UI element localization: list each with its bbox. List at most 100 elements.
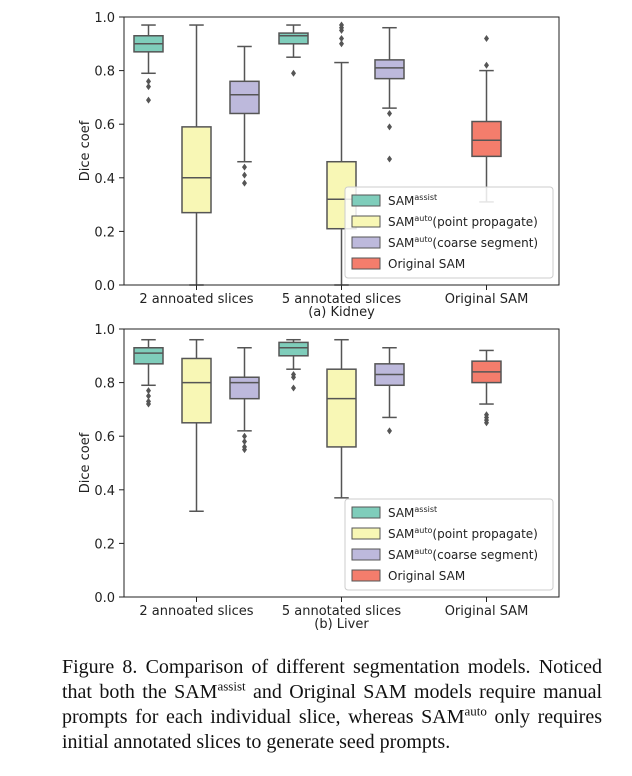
caption-sup-auto: auto (464, 703, 487, 719)
legend-label-text: Original SAM (388, 257, 465, 271)
legend-label-text: (point propagate) (432, 527, 537, 541)
outlier-point (146, 387, 151, 395)
y-tick-label: 0.8 (94, 65, 115, 80)
outlier-point (339, 40, 344, 48)
legend-label-text: (point propagate) (432, 215, 537, 229)
x-tick-label: 2 annoated slices (139, 292, 253, 307)
box-plot (229, 347, 260, 454)
caption-part1: Comparison of different segmentation mod… (62, 656, 603, 703)
outlier-point (242, 446, 247, 454)
box-iqr (133, 347, 164, 365)
legend-label: SAMassist (388, 193, 437, 208)
box-plot (133, 338, 164, 408)
legend-swatch (351, 569, 381, 582)
box-iqr (181, 357, 212, 424)
box-plot (181, 24, 212, 286)
box-plot (471, 349, 502, 427)
legend-label-base: SAM (388, 506, 414, 520)
outlier-point (484, 61, 489, 69)
y-tick-label: 0.6 (94, 430, 115, 445)
box-plot (181, 338, 212, 512)
legend-label-sup: auto (414, 547, 432, 556)
outlier-point (146, 392, 151, 400)
box-iqr (278, 32, 309, 45)
legend-label: SAMauto(point propagate) (388, 526, 538, 541)
outlier-point (484, 34, 489, 42)
outlier-point (291, 69, 296, 77)
outlier-point (242, 163, 247, 171)
outlier-point (339, 26, 344, 34)
box-iqr (229, 80, 260, 115)
legend-label-base: SAM (388, 236, 414, 250)
kidney-chart-panel: 0.0 0.2 0.4 0.6 0.8 1.0 Dice coef 2 annoated sl… (78, 11, 560, 320)
caption-part3: only requires initial annotated slices t… (62, 706, 602, 753)
box-iqr (278, 341, 309, 357)
legend-label-text: (coarse segment) (432, 548, 538, 562)
legend-label-base: SAM (388, 194, 414, 208)
outlier-point (242, 171, 247, 179)
box-iqr (471, 120, 502, 158)
legend-label-sup: auto (414, 235, 432, 244)
y-tick-label: 0.8 (94, 377, 115, 392)
outlier-point (291, 384, 296, 392)
legend-swatch (351, 194, 381, 207)
legend-label: SAMassist (388, 505, 437, 520)
legend-label: SAMauto(coarse segment) (388, 547, 538, 562)
outlier-point (291, 373, 296, 381)
legend-label-sup: assist (414, 505, 437, 514)
x-tick-label: Original SAM (445, 604, 529, 619)
x-tick-label: 2 annoated slices (139, 604, 253, 619)
legend-swatch (351, 548, 381, 561)
legend-label: SAMauto(coarse segment) (388, 235, 538, 250)
legend-label-sup: auto (414, 214, 432, 223)
legend-label-text: Original SAM (388, 569, 465, 583)
y-tick-label: 0.6 (94, 118, 115, 133)
legend-label-sup: assist (414, 193, 437, 202)
chart-title: (b) Liver (314, 617, 369, 632)
outlier-point (387, 427, 392, 435)
legend-swatch (351, 215, 381, 228)
legend-frame (344, 498, 554, 591)
legend-swatch (351, 506, 381, 519)
outlier-point (484, 419, 489, 427)
outlier-point (146, 77, 151, 85)
box-plot (471, 34, 502, 203)
legend-label: Original SAM (388, 569, 465, 583)
outlier-point (146, 83, 151, 91)
outlier-point (146, 96, 151, 104)
figure-caption: Figure 8. Comparison of different segmen… (62, 655, 602, 755)
axes-frame (123, 328, 560, 598)
y-tick-label: 0.4 (94, 172, 115, 187)
legend-label-base: SAM (388, 548, 414, 562)
legend-frame (344, 186, 554, 279)
caption-sup-assist: assist (217, 678, 246, 694)
legend-swatch (351, 527, 381, 540)
box-plot (326, 338, 357, 499)
outlier-point (387, 155, 392, 163)
legend-swatch (351, 257, 381, 270)
axes-frame (123, 16, 560, 286)
box-iqr (326, 368, 357, 448)
outlier-point (242, 179, 247, 187)
y-tick-label: 0.0 (94, 591, 115, 606)
legend-label-base: SAM (388, 527, 414, 541)
box-plot (278, 338, 309, 392)
legend-swatch (351, 236, 381, 249)
box-plot (133, 24, 164, 104)
legend-label-base: SAM (388, 215, 414, 229)
box-iqr (374, 59, 405, 80)
y-tick-label: 0.2 (94, 537, 115, 552)
x-tick-label: 5 annotated slices (282, 292, 401, 307)
chart-title: (a) Kidney (308, 305, 375, 320)
legend-label-sup: auto (414, 526, 432, 535)
box-iqr (181, 126, 212, 214)
outlier-point (242, 438, 247, 446)
outlier-point (146, 400, 151, 408)
caption-label: Figure 8. (62, 656, 138, 678)
x-tick-label: 5 annotated slices (282, 604, 401, 619)
box-plot (374, 26, 405, 163)
outlier-point (387, 123, 392, 131)
